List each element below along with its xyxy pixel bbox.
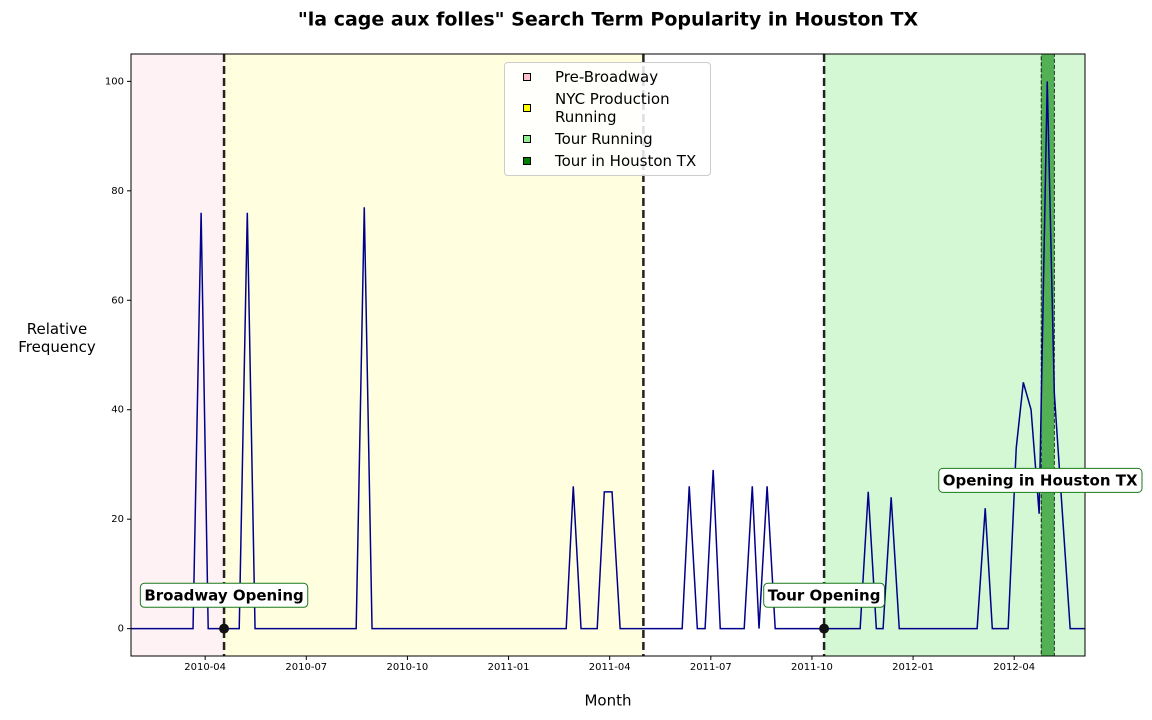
x-tick-label: 2011-01: [488, 662, 530, 673]
legend: Pre-Broadway NYC Production Running Tour R…: [504, 62, 711, 176]
legend-swatch: [523, 135, 531, 143]
legend-label: NYC Production Running: [555, 90, 670, 126]
axes-frame: [130, 53, 1086, 657]
y-tick-label: 40: [111, 405, 124, 416]
x-tick-label: 2010-10: [387, 662, 429, 673]
event-point: [219, 623, 230, 634]
annotation-box: [139, 582, 309, 608]
annotation-box: [938, 467, 1143, 493]
legend-item: Tour Running: [505, 128, 710, 150]
span: [131, 54, 225, 656]
y-tick-label: 0: [118, 624, 124, 635]
x-tick-label: 2011-10: [791, 662, 833, 673]
chart-title: "la cage aux folles" Search Term Popular…: [298, 9, 919, 31]
annotation: Broadway Opening: [144, 586, 303, 604]
x-tick-label: 2012-01: [892, 662, 934, 673]
legend-label: Tour Running: [555, 130, 653, 148]
annotation: Opening in Houston TX: [943, 471, 1138, 489]
y-tick-label: 80: [111, 186, 124, 197]
span: [1040, 54, 1055, 656]
x-tick-label: 2010-07: [285, 662, 327, 673]
y-tick-label: 60: [111, 295, 124, 306]
legend-label: Pre-Broadway: [555, 68, 659, 86]
legend-item: Pre-Broadway: [505, 66, 710, 88]
legend-item: NYC Production Running: [505, 88, 710, 128]
annotation-box: [763, 582, 885, 608]
annotation: Tour Opening: [768, 586, 881, 604]
y-axis-label: Relative Frequency: [18, 320, 96, 356]
x-tick-label: 2011-07: [690, 662, 732, 673]
x-tick-label: 2010-04: [184, 662, 226, 673]
x-tick-label: 2012-04: [993, 662, 1035, 673]
y-tick-label: 20: [111, 514, 124, 525]
data-line: [131, 81, 1085, 630]
legend-label: Tour in Houston TX: [555, 152, 697, 170]
legend-swatch: [523, 157, 531, 165]
x-axis-label: Month: [584, 692, 631, 710]
y-tick-label: 100: [105, 76, 124, 87]
legend-swatch: [523, 73, 531, 81]
x-tick-label: 2011-04: [589, 662, 631, 673]
legend-swatch: [523, 104, 531, 112]
event-point: [819, 623, 830, 634]
legend-item: Tour in Houston TX: [505, 150, 710, 172]
